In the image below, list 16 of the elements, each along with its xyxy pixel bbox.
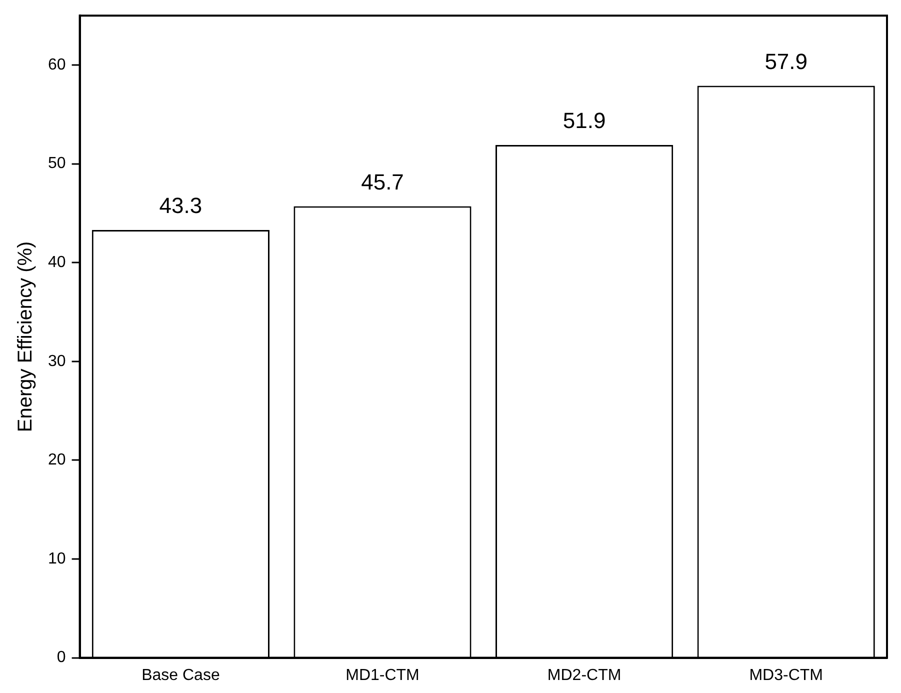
data-label: 57.9 [764, 48, 808, 74]
x-tick-label: MD2-CTM [547, 666, 622, 684]
y-tick-label: 60 [48, 56, 66, 74]
y-tick-label: 40 [48, 254, 66, 272]
x-tick-label: MD1-CTM [346, 666, 420, 684]
data-label: 43.3 [159, 193, 202, 218]
y-tick-label: 30 [48, 352, 66, 370]
x-tick-label: MD3-CTM [749, 666, 823, 684]
data-label: 51.9 [562, 108, 606, 134]
x-tick-label: Base Case [142, 666, 220, 684]
y-tick-label: 20 [48, 452, 66, 469]
y-axis-title: Energy Efficiency (%) [14, 241, 37, 432]
y-tick-label: 50 [48, 155, 66, 172]
data-label: 45.7 [361, 169, 404, 194]
y-tick-label: 0 [56, 649, 66, 666]
y-tick-label: 10 [48, 550, 66, 568]
